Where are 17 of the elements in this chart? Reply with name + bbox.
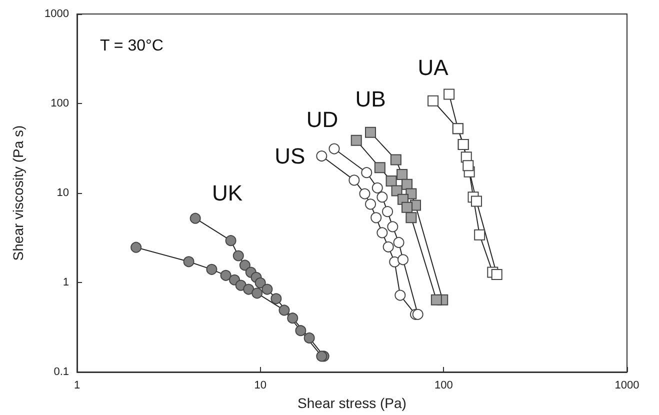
- y-tick-label: 10: [56, 187, 69, 199]
- y-axis-title: Shear viscosity (Pa s): [10, 125, 26, 261]
- x-axis-title: Shear stress (Pa): [298, 395, 406, 411]
- x-tick-label: 1: [74, 380, 80, 392]
- series-label: UK: [212, 180, 243, 206]
- x-tick-label: 100: [434, 380, 453, 392]
- y-tick-label: 0.1: [54, 366, 69, 378]
- annotation: T = 30°C: [100, 38, 164, 54]
- y-tick-label: 1: [62, 276, 69, 288]
- y-tick-label: 100: [50, 98, 69, 110]
- series-label: UB: [355, 86, 386, 112]
- series-label: UA: [418, 54, 449, 80]
- x-tick-label: 10: [254, 380, 266, 392]
- series-label: UD: [306, 106, 338, 132]
- series-label: US: [274, 144, 306, 169]
- y-tick-label: 1000: [44, 8, 69, 20]
- x-tick-label: 1000: [614, 380, 640, 392]
